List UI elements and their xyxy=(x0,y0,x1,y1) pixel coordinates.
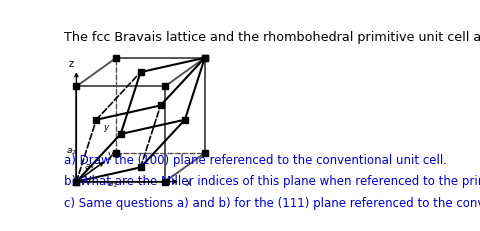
Text: $a_1$: $a_1$ xyxy=(107,179,118,190)
Text: $a_3$: $a_3$ xyxy=(84,162,95,172)
Text: a) Draw the (100) plane referenced to the conventional unit cell.: a) Draw the (100) plane referenced to th… xyxy=(64,153,447,166)
Text: $a_2$: $a_2$ xyxy=(66,146,77,156)
Text: b) What are the Miller indices of this plane when referenced to the primitive la: b) What are the Miller indices of this p… xyxy=(64,174,480,187)
Text: y: y xyxy=(108,150,114,160)
Text: y: y xyxy=(103,123,108,132)
Text: c) Same questions a) and b) for the (111) plane referenced to the conventional u: c) Same questions a) and b) for the (111… xyxy=(64,196,480,209)
Text: The fcc Bravais lattice and the rhombohedral primitive unit cell are shown below: The fcc Bravais lattice and the rhombohe… xyxy=(64,31,480,44)
Text: z: z xyxy=(69,58,73,69)
Text: x: x xyxy=(185,177,191,187)
